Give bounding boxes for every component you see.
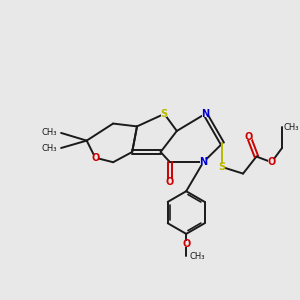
Bar xyxy=(219,164,225,170)
Text: O: O xyxy=(166,177,174,187)
Text: CH₃: CH₃ xyxy=(41,143,57,152)
Bar xyxy=(183,241,189,247)
Bar xyxy=(268,159,274,165)
Text: N: N xyxy=(201,109,209,119)
Text: S: S xyxy=(219,162,226,172)
Bar xyxy=(167,179,173,185)
Bar xyxy=(200,159,206,165)
Text: O: O xyxy=(91,153,99,163)
Text: N: N xyxy=(199,157,207,167)
Bar xyxy=(161,111,167,117)
Bar xyxy=(92,154,98,161)
Bar xyxy=(202,111,208,117)
Text: S: S xyxy=(161,109,168,119)
Bar xyxy=(246,134,252,140)
Text: CH₃: CH₃ xyxy=(41,128,57,137)
Text: CH₃: CH₃ xyxy=(189,252,205,261)
Text: O: O xyxy=(244,132,253,142)
Text: CH₃: CH₃ xyxy=(284,123,299,132)
Text: O: O xyxy=(182,239,190,249)
Text: O: O xyxy=(267,157,276,167)
